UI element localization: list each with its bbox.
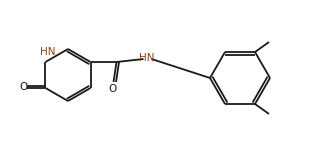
Text: O: O [19,82,28,92]
Text: HN: HN [40,47,55,57]
Text: HN: HN [138,53,154,63]
Text: O: O [109,84,117,94]
